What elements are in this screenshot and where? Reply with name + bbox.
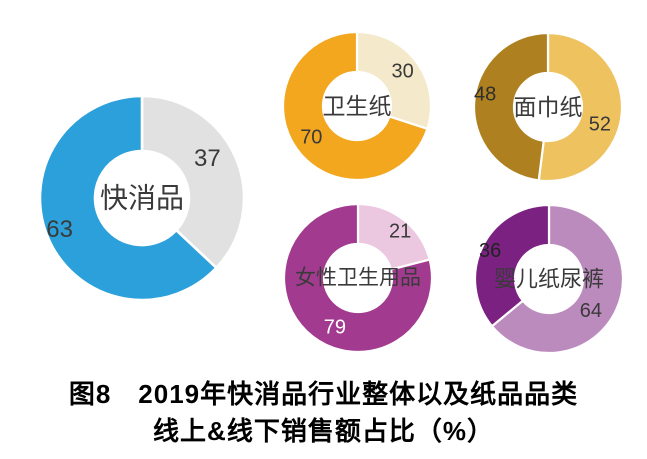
donut-baby-diapers: 64 36 婴儿纸尿裤 (473, 203, 625, 355)
caption-line-2: 线上&线下销售额占比（%） (153, 416, 494, 446)
segment-value-label: 52 (589, 113, 611, 135)
donut-segment (537, 31, 624, 183)
segment-value-label: 48 (474, 84, 496, 106)
donut-segment (281, 30, 429, 182)
donut-segment (282, 202, 434, 354)
figure-caption: 图8 2019年快消品行业整体以及纸品品类 线上&线下销售额占比（%） (0, 376, 647, 450)
caption-line-1: 图8 2019年快消品行业整体以及纸品品类 (68, 379, 579, 409)
segment-value-label: 79 (324, 317, 346, 339)
segment-value-label: 30 (392, 60, 414, 82)
donut-segment (355, 30, 433, 131)
donut-segment (490, 203, 625, 355)
donut-charts-area: 37 63 快消品 30 70 卫生纸 52 48 面巾纸 21 79 女性卫生用品 64 36 婴儿纸尿裤 (38, 30, 625, 355)
segment-value-label: 70 (300, 127, 322, 149)
donut-fmcg: 37 63 快消品 (38, 94, 246, 302)
segment-value-label: 63 (46, 216, 73, 243)
donut-segment (38, 94, 219, 302)
donut-feminine-care: 21 79 女性卫生用品 (282, 202, 434, 354)
segment-value-label: 21 (389, 220, 411, 242)
donut-facial-tissue: 52 48 面巾纸 (472, 31, 624, 183)
segment-value-label: 37 (194, 145, 221, 172)
donut-center-label: 面巾纸 (514, 94, 583, 120)
segment-value-label: 36 (479, 240, 501, 262)
segment-value-label: 64 (580, 300, 602, 322)
donut-center-label: 婴儿纸尿裤 (494, 267, 604, 292)
donut-center-label: 女性卫生用品 (295, 267, 421, 290)
donut-center-label: 卫生纸 (323, 93, 392, 119)
donut-center-label: 快消品 (100, 183, 184, 214)
donut-segment (473, 203, 551, 328)
donut-segment (472, 31, 550, 182)
donut-segment (140, 94, 246, 270)
